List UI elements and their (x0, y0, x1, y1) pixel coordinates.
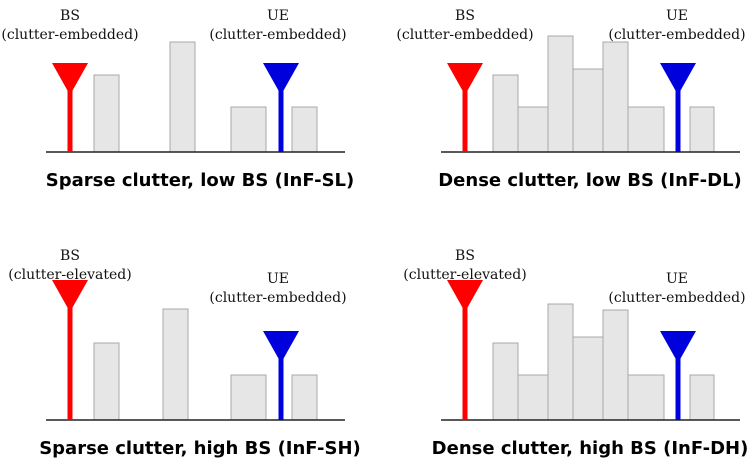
panel-caption: Sparse clutter, high BS (InF-SH) (39, 438, 361, 458)
clutter-block (517, 106, 549, 153)
bs-note: (clutter-embedded) (396, 27, 533, 43)
clutter-block (169, 41, 196, 153)
bs-antenna (447, 280, 483, 312)
ue-note: (clutter-embedded) (209, 290, 346, 306)
panel-caption: Dense clutter, low BS (InF-DL) (438, 170, 742, 191)
clutter-block (547, 303, 574, 421)
bs-antenna (447, 63, 483, 95)
clutter-block (627, 106, 665, 153)
clutter-block (547, 35, 574, 153)
bs-note: (clutter-elevated) (8, 267, 131, 283)
clutter-block (689, 106, 715, 153)
clutter-block (572, 68, 604, 153)
ue-note: (clutter-embedded) (608, 27, 745, 43)
bs-note: (clutter-embedded) (1, 27, 138, 43)
bs-label: BS (455, 8, 475, 24)
clutter-block (291, 374, 318, 421)
ue-antenna (660, 63, 696, 95)
clutter-block (627, 374, 665, 421)
ue-label: UE (666, 271, 688, 287)
ue-label: UE (267, 8, 289, 24)
clutter-block (492, 342, 519, 421)
ue-label: UE (267, 271, 289, 287)
clutter-block (572, 336, 604, 421)
ue-antenna (660, 331, 696, 363)
clutter-block (291, 106, 318, 153)
bs-note: (clutter-elevated) (403, 267, 526, 283)
panel-caption: Sparse clutter, low BS (InF-SL) (46, 170, 354, 191)
ue-note: (clutter-embedded) (209, 27, 346, 43)
ue-antenna (263, 63, 299, 95)
clutter-block (93, 74, 120, 153)
bs-label: BS (60, 248, 80, 264)
clutter-block (230, 106, 267, 153)
clutter-block (162, 308, 189, 421)
bs-label: BS (455, 248, 475, 264)
ue-label: UE (666, 8, 688, 24)
ue-note: (clutter-embedded) (608, 290, 745, 306)
bs-antenna (52, 63, 88, 95)
bs-antenna (52, 280, 88, 312)
clutter-block (492, 74, 519, 153)
ue-antenna (263, 331, 299, 363)
clutter-block (230, 374, 267, 421)
bs-label: BS (60, 8, 80, 24)
panel-caption: Dense clutter, high BS (InF-DH) (432, 438, 747, 458)
clutter-block (602, 309, 629, 421)
clutter-block (517, 374, 549, 421)
clutter-block (93, 342, 120, 421)
clutter-block (602, 41, 629, 153)
clutter-block (689, 374, 715, 421)
